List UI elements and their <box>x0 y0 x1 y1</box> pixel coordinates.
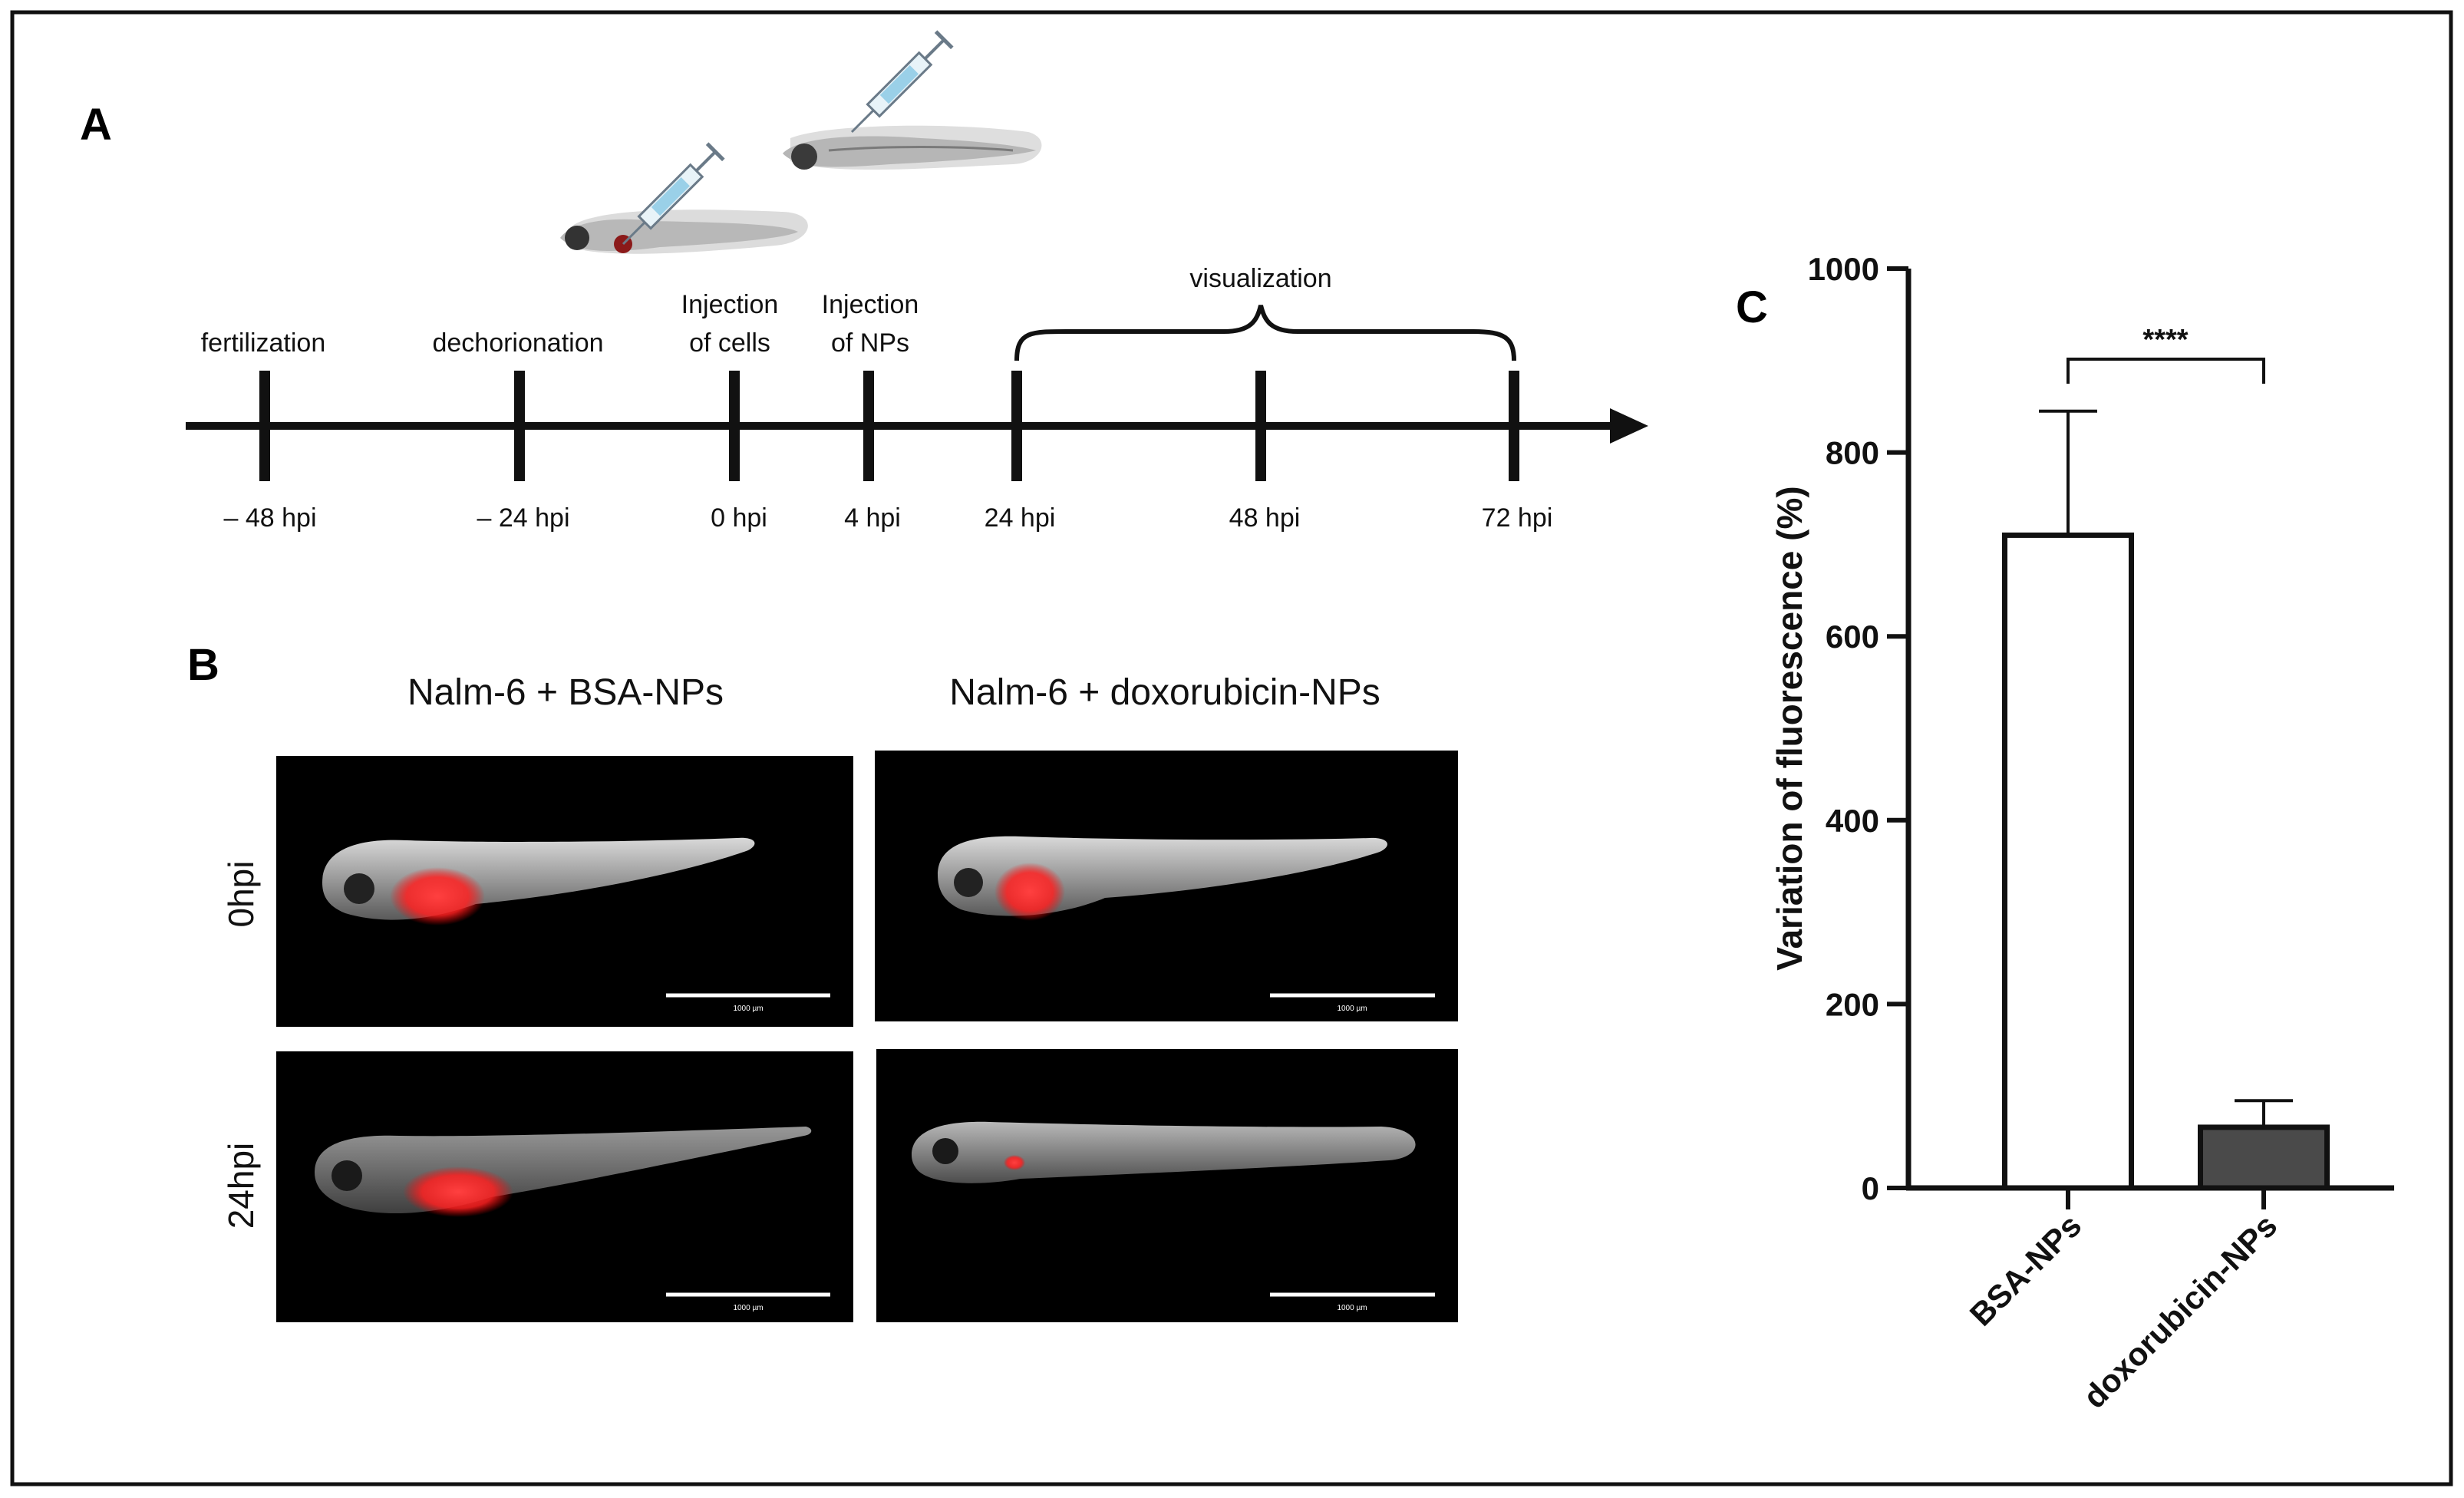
micrograph-doxorubicin-24hpi: 1000 µm <box>876 1049 1458 1322</box>
syringe-icon <box>622 142 725 246</box>
micrograph-doxorubicin-0hpi: 1000 µm <box>875 751 1458 1021</box>
scale-bar-label: 1000 µm <box>1337 1005 1367 1013</box>
bar <box>2002 532 2134 1191</box>
y-tick-label: 800 <box>1826 435 1879 471</box>
micrograph-bsa-0hpi: 1000 µm <box>276 756 853 1027</box>
y-tick-label: 400 <box>1826 803 1879 839</box>
event-label-injection-nps-line1: Injection <box>822 290 919 319</box>
scale-bar-label: 1000 µm <box>733 1005 763 1013</box>
bar <box>2198 1124 2330 1191</box>
significance-bracket <box>2067 358 2265 384</box>
time-label: 0 hpi <box>711 503 767 533</box>
y-tick-label: 1000 <box>1808 251 1879 287</box>
time-label: 24 hpi <box>985 503 1056 533</box>
event-label-fertilization: fertilization <box>201 328 326 358</box>
panel-a-label: A <box>80 100 112 150</box>
panel-c: C 0 200 400 600 800 1000 Variation of fluoresc… <box>1736 251 2394 1415</box>
x-tick-label: BSA-NPs <box>1963 1207 2089 1333</box>
column-title-doxorubicin: Nalm-6 + doxorubicin-NPs <box>949 672 1380 713</box>
time-label: – 24 hpi <box>477 503 570 533</box>
larva-np-injection-illustration <box>783 30 1042 170</box>
tumor-fluorescence <box>403 1166 513 1217</box>
event-label-injection-nps-line2: of NPs <box>831 328 909 358</box>
row-label-0hpi: 0hpi <box>221 861 261 928</box>
event-label-injection-cells-line1: Injection <box>681 290 779 319</box>
scale-bar-label: 1000 µm <box>733 1304 763 1312</box>
larva-cell-injection-illustration <box>560 142 808 254</box>
scale-bar-label: 1000 µm <box>1337 1304 1367 1312</box>
micrograph-bsa-24hpi: 1000 µm <box>276 1051 853 1322</box>
tumor-fluorescence <box>390 867 485 926</box>
syringe-icon <box>850 30 954 134</box>
event-label-dechorionation: dechorionation <box>432 328 603 358</box>
row-label-24hpi: 24hpi <box>221 1143 261 1229</box>
figure-frame <box>10 10 2453 1486</box>
y-tick-label: 200 <box>1826 986 1879 1022</box>
time-label: – 48 hpi <box>224 503 317 533</box>
timeline-ticks <box>259 371 1519 481</box>
panel-b: B Nalm-6 + BSA-NPs Nalm-6 + doxorubicin-… <box>187 640 1458 1322</box>
y-tick-label: 0 <box>1862 1170 1879 1206</box>
time-label: 48 hpi <box>1229 503 1301 533</box>
tumor-fluorescence <box>1004 1155 1025 1170</box>
x-tick-label: doxorubicin-NPs <box>2076 1207 2284 1415</box>
visualization-bracket <box>1014 305 1516 361</box>
y-tick-label: 600 <box>1826 619 1879 655</box>
bar-chart: 0 200 400 600 800 1000 Variation of fluorescen… <box>1770 251 2394 1415</box>
panel-b-label: B <box>187 640 219 690</box>
significance-label: **** <box>2142 324 2188 356</box>
panel-c-label: C <box>1736 282 1768 332</box>
column-title-bsa: Nalm-6 + BSA-NPs <box>407 672 724 713</box>
time-label: 4 hpi <box>844 503 901 533</box>
tumor-fluorescence <box>995 863 1065 921</box>
timeline-arrowhead <box>1610 408 1648 444</box>
time-label: 72 hpi <box>1482 503 1553 533</box>
event-label-injection-cells-line2: of cells <box>689 328 770 358</box>
y-axis-label: Variation of fluorescence (%) <box>1770 486 1809 970</box>
visualization-label: visualization <box>1189 264 1331 293</box>
panel-a: A <box>80 30 1648 533</box>
